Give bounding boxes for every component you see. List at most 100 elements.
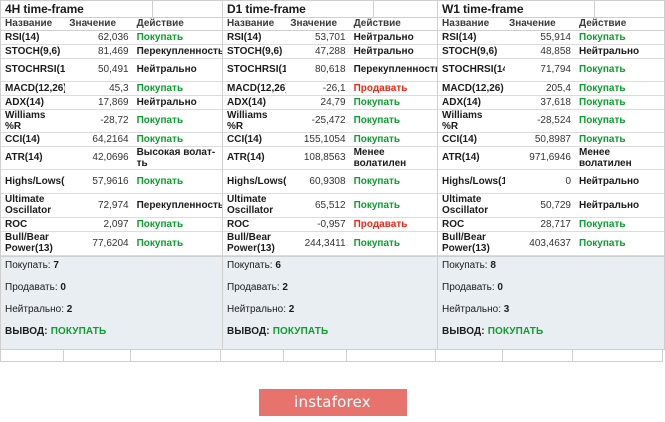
- table-row: ADX(14) 17,869 Нейтрально: [1, 95, 222, 110]
- table-row: STOCH(9,6) 48,858 Нейтрально: [438, 44, 664, 59]
- indicator-name: ROC: [438, 217, 505, 232]
- summary-sell-count: 0: [497, 281, 503, 293]
- verdict-label: ВЫВОД:: [227, 325, 270, 337]
- summary-sell-label: Продавать:: [5, 281, 58, 293]
- summary-sell-count: 0: [60, 281, 66, 293]
- indicator-action: Нейтрально: [349, 30, 437, 45]
- summary-buy-label: Покупать:: [227, 259, 273, 271]
- indicator-action: Нейтрально: [349, 44, 437, 59]
- indicator-name: Bull/Bear Power(13): [223, 231, 287, 256]
- instaforex-logo-text: instaforex: [294, 393, 371, 411]
- spreadsheet-filler-row: [0, 349, 665, 362]
- table-row: ATR(14) 42,0696 Высокая волат-ть: [1, 146, 222, 170]
- indicator-value: 57,9616: [65, 169, 133, 194]
- indicator-value: 47,288: [286, 44, 350, 59]
- indicator-name: Highs/Lows(14): [223, 169, 287, 194]
- indicator-value: 17,869: [65, 95, 133, 110]
- indicator-value: 50,491: [65, 58, 133, 82]
- table-row: Williams %R -25,472 Покупать: [223, 109, 437, 133]
- indicator-name: Bull/Bear Power(13): [438, 231, 505, 256]
- panel-title-spacer-4h: [152, 1, 222, 17]
- verdict-4h: ВЫВОД: ПОКУПАТЬ: [5, 326, 218, 337]
- table-row: Ultimate Oscillator 50,729 Нейтрально: [438, 193, 664, 218]
- indicator-name: Bull/Bear Power(13): [1, 231, 66, 256]
- indicator-name: MACD(12,26): [438, 81, 505, 96]
- summary-sell: Продавать: 0: [5, 282, 218, 304]
- indicator-name: Williams %R: [438, 109, 505, 133]
- indicator-value: 108,8563: [286, 146, 350, 170]
- col-header-action: Действие: [132, 18, 222, 31]
- table-row: Highs/Lows(14) 0 Нейтрально: [438, 169, 664, 194]
- filler-cell: [131, 349, 221, 362]
- col-header-value: Значение: [286, 18, 350, 31]
- table-row: Highs/Lows(14) 57,9616 Покупать: [1, 169, 222, 194]
- table-row: ROC 28,717 Покупать: [438, 217, 664, 232]
- indicator-action: Покупать: [132, 231, 222, 256]
- summary-neutral-count: 2: [66, 303, 73, 315]
- summary-buy-count: 7: [53, 259, 59, 271]
- verdict-label: ВЫВОД:: [5, 325, 48, 337]
- summary-neutral: Нейтрально: 2: [227, 304, 433, 326]
- timeframe-board: 4H time-frame Название Значение Действие…: [0, 0, 665, 350]
- table-row: RSI(14) 53,701 Нейтрально: [223, 30, 437, 45]
- indicator-name: STOCH(9,6): [438, 44, 505, 59]
- indicator-value: 65,512: [286, 193, 350, 218]
- table-row: STOCHRSI(14) 80,618 Перекупленность: [223, 58, 437, 82]
- table-row: RSI(14) 55,914 Покупать: [438, 30, 664, 45]
- panel-title-row-d1: D1 time-frame: [223, 1, 437, 18]
- verdict-value: ПОКУПАТЬ: [487, 325, 544, 337]
- summary-block-d1: Покупать: 6 Продавать: 2 Нейтрально: 2 В…: [223, 255, 437, 349]
- indicator-name: ADX(14): [438, 95, 505, 110]
- summary-buy: Покупать: 8: [442, 260, 660, 282]
- indicator-name: Ultimate Oscillator: [1, 193, 66, 218]
- indicator-name: MACD(12,26): [1, 81, 66, 96]
- indicator-value: 42,0696: [65, 146, 133, 170]
- indicator-action: Покупать: [349, 109, 437, 133]
- indicator-value: 50,729: [505, 193, 575, 218]
- panel-title-4h: 4H time-frame: [5, 2, 84, 16]
- indicator-name: CCI(14): [1, 132, 66, 147]
- indicator-value: 0: [505, 169, 575, 194]
- indicator-value: 77,6204: [65, 231, 133, 256]
- indicator-name: ADX(14): [223, 95, 287, 110]
- indicator-action: Покупать: [575, 81, 664, 96]
- verdict-value: ПОКУПАТЬ: [272, 325, 329, 337]
- verdict-label: ВЫВОД:: [442, 325, 485, 337]
- table-header-row: Название Значение Действие: [1, 18, 222, 31]
- panel-title-spacer-d1: [373, 1, 437, 17]
- indicator-value: 37,618: [505, 95, 575, 110]
- indicator-value: 64,2164: [65, 132, 133, 147]
- indicator-value: 155,1054: [286, 132, 350, 147]
- indicator-action: Покупать: [132, 217, 222, 232]
- table-row: Williams %R -28,72 Покупать: [1, 109, 222, 133]
- table-row: MACD(12,26) 205,4 Покупать: [438, 81, 664, 96]
- indicator-value: -28,72: [65, 109, 133, 133]
- summary-neutral-label: Нейтрально:: [5, 303, 64, 315]
- indicator-value: 244,3411: [286, 231, 350, 256]
- table-row: ROC 2,097 Покупать: [1, 217, 222, 232]
- verdict-w1: ВЫВОД: ПОКУПАТЬ: [442, 326, 660, 337]
- indicator-name: STOCHRSI(14): [223, 58, 287, 82]
- panel-title-w1: W1 time-frame: [442, 2, 524, 16]
- indicator-name: ATR(14): [223, 146, 287, 170]
- instaforex-logo: instaforex: [258, 388, 407, 416]
- col-header-value: Значение: [505, 18, 575, 31]
- summary-neutral-count: 3: [503, 303, 510, 315]
- indicator-action: Нейтрально: [575, 169, 664, 194]
- indicator-action: Перекупленность: [132, 44, 222, 59]
- panel-4h: 4H time-frame Название Значение Действие…: [0, 0, 222, 350]
- indicator-name: RSI(14): [223, 30, 287, 45]
- indicator-action: Покупать: [575, 231, 664, 256]
- table-row: MACD(12,26) 45,3 Покупать: [1, 81, 222, 96]
- filler-cell: [64, 349, 131, 362]
- table-row: ROC -0,957 Продавать: [223, 217, 437, 232]
- indicator-name: STOCH(9,6): [223, 44, 287, 59]
- indicator-name: CCI(14): [438, 132, 505, 147]
- indicator-name: STOCHRSI(14): [1, 58, 66, 82]
- panel-w1: W1 time-frame Название Значение Действие…: [437, 0, 665, 350]
- indicator-value: 71,794: [505, 58, 575, 82]
- indicator-name: ROC: [1, 217, 66, 232]
- indicator-value: 28,717: [505, 217, 575, 232]
- indicator-value: 45,3: [65, 81, 133, 96]
- indicator-action: Покупать: [575, 109, 664, 133]
